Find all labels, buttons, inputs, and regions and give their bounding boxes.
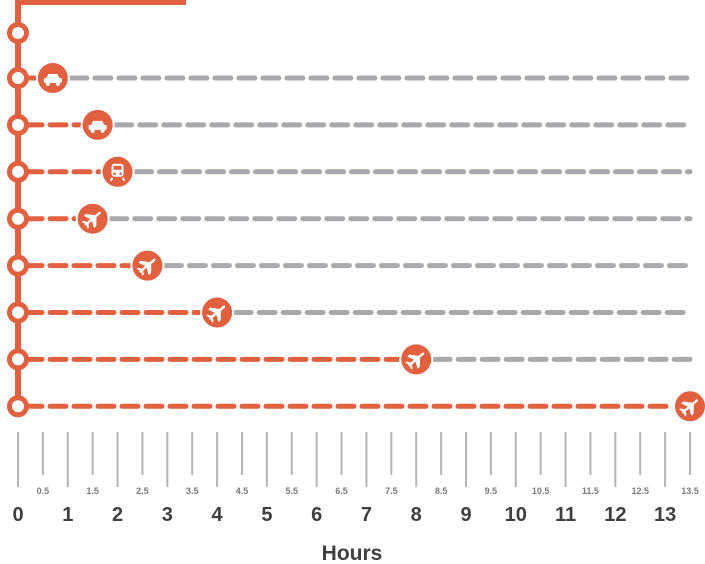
- minor-tick-label: 4.5: [236, 486, 249, 496]
- row-node: [7, 207, 29, 230]
- plane-icon: [75, 201, 110, 236]
- minor-tick-label: 8.5: [435, 486, 448, 496]
- major-tick-label: 5: [261, 504, 272, 526]
- minor-tick-label: 6.5: [335, 486, 348, 496]
- minor-tick-label: 10.5: [532, 486, 550, 496]
- minor-tick-label: 9.5: [485, 486, 498, 496]
- minor-tick-label: 1.5: [86, 486, 99, 496]
- major-tick-label: 0: [12, 504, 23, 526]
- major-tick-label: 10: [505, 504, 527, 526]
- plane-icon: [673, 389, 705, 424]
- rows-group: [7, 61, 705, 424]
- x-axis-group: 0 1 2 3 4 5 6 7 8 9 10 11 12 130.5 1.5 2.5 3.5 4.5 5.5 6.5 7…: [12, 432, 699, 526]
- travel-row: [7, 248, 693, 283]
- major-tick-label: 11: [555, 504, 576, 526]
- car-icon: [80, 107, 115, 142]
- minor-tick-label: 11.5: [582, 486, 599, 496]
- minor-tick-label: 5.5: [286, 486, 299, 496]
- row-node: [7, 301, 29, 324]
- travel-row: [7, 107, 693, 142]
- major-tick-label: 4: [212, 504, 224, 526]
- plane-icon: [399, 342, 434, 377]
- row-node: [7, 254, 29, 277]
- major-tick-label: 9: [460, 504, 471, 526]
- minor-tick-label: 7.5: [385, 486, 398, 496]
- minor-tick-label: 12.5: [631, 486, 649, 496]
- train-icon: [100, 154, 135, 189]
- major-tick-label: 8: [411, 504, 422, 526]
- travel-row: [7, 201, 693, 236]
- travel-row: [7, 154, 693, 189]
- row-node: [7, 395, 29, 418]
- row-node: [7, 160, 29, 183]
- major-tick-label: 7: [361, 504, 372, 526]
- major-tick-label: 12: [604, 504, 626, 526]
- major-tick-label: 1: [62, 504, 73, 526]
- major-tick-label: 6: [311, 504, 322, 526]
- row-node: [7, 113, 29, 136]
- row-node: [7, 67, 29, 89]
- major-tick-label: 3: [162, 504, 173, 526]
- plane-icon: [130, 248, 165, 283]
- spine-start-node: [7, 22, 29, 44]
- minor-tick-label: 3.5: [186, 486, 199, 496]
- travel-row: [7, 342, 693, 377]
- header-bar: [16, 0, 186, 5]
- row-node: [7, 348, 29, 371]
- major-tick-label: 13: [654, 504, 676, 526]
- minor-tick-label: 2.5: [136, 486, 149, 496]
- x-axis-title: Hours: [322, 542, 383, 564]
- travel-row: [7, 61, 693, 95]
- major-tick-label: 2: [112, 504, 123, 526]
- travel-row: [7, 295, 693, 330]
- plane-icon: [200, 295, 235, 330]
- minor-tick-label: 13.5: [681, 486, 699, 496]
- minor-tick-label: 0.5: [37, 486, 50, 496]
- travel-row: [7, 389, 705, 424]
- car-icon: [35, 61, 70, 95]
